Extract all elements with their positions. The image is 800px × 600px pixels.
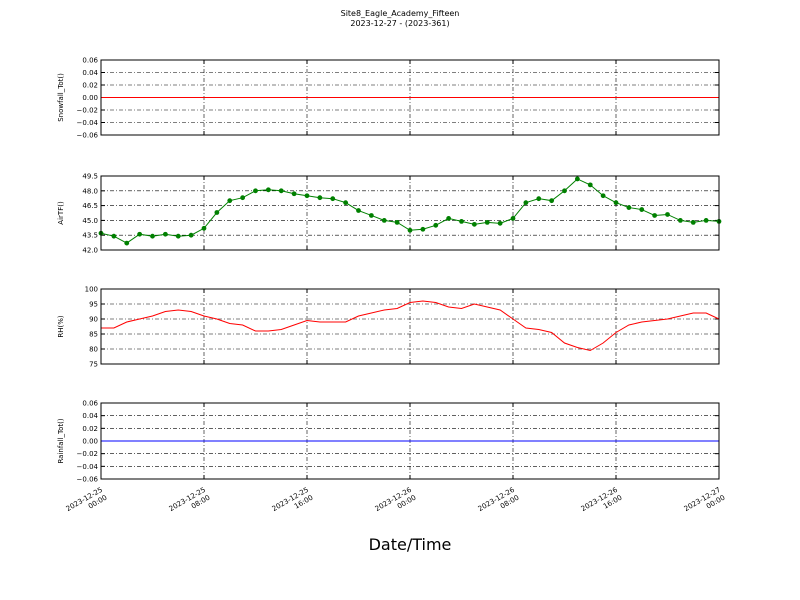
y-tick-label: −0.06 — [77, 476, 99, 484]
plot-frame — [100, 175, 720, 251]
data-point — [111, 233, 117, 239]
data-point — [613, 200, 619, 206]
data-point — [265, 187, 271, 193]
data-point — [368, 213, 374, 218]
y-tick-label: 95 — [89, 301, 98, 309]
data-point — [150, 233, 155, 239]
data-point — [214, 210, 220, 215]
y-tick-label: 90 — [89, 316, 98, 324]
data-point — [420, 226, 426, 232]
chart-subtitle: 2023-12-27 - (2023-361) — [350, 19, 449, 28]
data-point — [600, 193, 606, 199]
data-point — [510, 216, 516, 221]
plot-frame — [100, 59, 720, 136]
data-point — [381, 218, 387, 223]
data-point — [459, 218, 464, 224]
data-point — [587, 182, 593, 188]
data-point — [356, 208, 361, 213]
data-point — [562, 188, 567, 194]
data-point — [188, 232, 194, 238]
y-tick-label: 0.04 — [82, 412, 98, 420]
data-point — [343, 200, 349, 206]
x-tick-label: 2023-12-2616:00 — [580, 486, 624, 521]
y-axis-label: Rainfall_Tot() — [57, 418, 65, 463]
data-point — [523, 200, 529, 206]
y-axis-label: AirTF() — [57, 201, 65, 225]
y-tick-label: −0.04 — [77, 119, 99, 127]
data-point — [574, 176, 580, 182]
y-tick-label: 0.04 — [82, 69, 98, 77]
y-tick-label: 45.0 — [82, 217, 98, 225]
data-point — [652, 213, 658, 218]
data-point — [677, 218, 683, 223]
plot-frame — [100, 288, 720, 365]
data-point — [446, 216, 452, 221]
data-point — [484, 219, 490, 225]
data-point — [175, 233, 181, 239]
y-tick-label: 0.00 — [82, 438, 98, 446]
data-point — [278, 188, 284, 194]
y-tick-label: 42.0 — [82, 247, 98, 255]
data-point — [227, 198, 233, 204]
x-tick-label: 2023-12-2508:00 — [168, 486, 212, 521]
data-point — [291, 191, 297, 197]
y-tick-label: 0.06 — [82, 400, 98, 408]
y-tick-label: 100 — [85, 286, 98, 294]
y-tick-label: −0.06 — [77, 132, 99, 140]
y-tick-label: 0.02 — [82, 82, 98, 90]
y-tick-label: 49.5 — [82, 173, 98, 181]
data-point — [304, 193, 310, 199]
data-point — [536, 196, 542, 202]
y-tick-label: 43.5 — [82, 232, 98, 240]
data-point — [433, 222, 439, 228]
y-tick-label: 0.02 — [82, 425, 98, 433]
data-point — [407, 227, 413, 233]
data-point — [690, 219, 696, 225]
y-tick-label: −0.04 — [77, 463, 99, 471]
data-point — [626, 205, 632, 210]
series-line — [101, 300, 720, 352]
plot-frame — [100, 402, 720, 480]
data-point — [162, 231, 168, 237]
x-tick-label: 2023-12-2600:00 — [374, 486, 418, 521]
y-axis-label: RH(%) — [57, 315, 65, 338]
x-tick-label: 2023-12-2608:00 — [477, 486, 521, 521]
data-point — [549, 198, 555, 204]
data-point — [240, 195, 246, 201]
data-point — [253, 188, 258, 194]
data-point — [137, 231, 143, 237]
y-tick-label: 80 — [89, 346, 98, 354]
x-tick-label: 2023-12-2516:00 — [271, 486, 315, 521]
data-point — [330, 196, 336, 202]
y-tick-label: 0.06 — [82, 57, 98, 65]
y-tick-label: 48.0 — [82, 187, 98, 195]
y-tick-label: 75 — [89, 361, 98, 369]
data-point — [639, 207, 645, 212]
data-point — [665, 212, 670, 217]
data-point — [317, 195, 323, 201]
y-tick-label: 46.5 — [82, 202, 98, 210]
x-tick-label: 2023-12-2700:00 — [683, 486, 727, 521]
chart-title: Site8_Eagle_Academy_Fifteen — [341, 9, 460, 18]
y-axis-label: Snowfall_Tot() — [57, 73, 65, 122]
y-tick-label: −0.02 — [77, 450, 98, 458]
data-point — [471, 221, 477, 227]
data-point — [703, 218, 709, 223]
data-point — [124, 240, 130, 246]
y-tick-label: −0.02 — [77, 107, 98, 115]
y-tick-label: 0.00 — [82, 94, 98, 102]
x-axis-label: Date/Time — [369, 535, 452, 554]
data-point — [394, 219, 400, 225]
y-tick-label: 85 — [89, 331, 98, 339]
data-point — [201, 225, 207, 231]
data-point — [497, 220, 503, 226]
x-tick-label: 2023-12-2500:00 — [65, 486, 109, 521]
